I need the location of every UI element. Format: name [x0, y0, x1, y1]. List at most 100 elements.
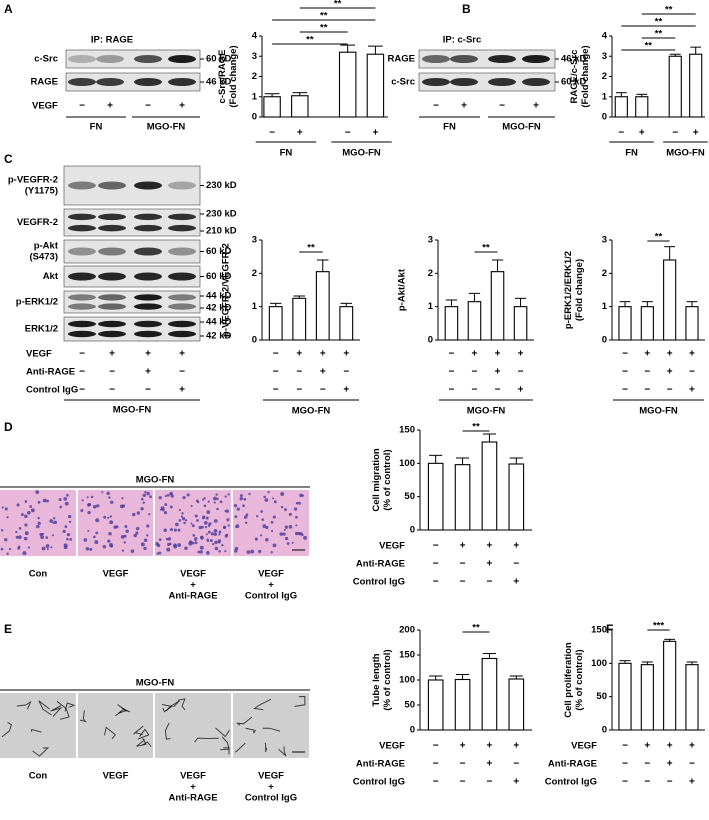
condition-sign: + — [487, 541, 493, 552]
cell-dot — [218, 533, 221, 536]
cell-dot — [246, 550, 251, 554]
y-tick-label: 1 — [602, 91, 608, 102]
cell-dot — [224, 495, 227, 498]
cell-dot — [206, 510, 211, 514]
cell-dot — [66, 533, 71, 537]
tube — [278, 746, 287, 757]
panel-letter: E — [4, 622, 12, 636]
blot-band — [98, 224, 126, 232]
blot-band — [134, 330, 162, 338]
y-axis-label: (Fold change) — [574, 259, 585, 321]
condition-sign: + — [487, 741, 493, 752]
condition-sign: + — [533, 101, 539, 112]
cell-dot — [62, 529, 66, 534]
cell-dot — [107, 516, 110, 519]
cell-dot — [143, 538, 148, 542]
panel-letter: D — [4, 420, 13, 434]
condition-sign: + — [472, 349, 478, 360]
significance-label: ** — [472, 422, 480, 433]
cell-dot — [121, 504, 126, 508]
condition-sign: − — [79, 367, 85, 378]
blot-band — [168, 247, 196, 256]
cell-dot — [282, 532, 286, 536]
cell-dot — [190, 505, 193, 508]
condition-sign: + — [513, 777, 519, 788]
cell-dot — [135, 526, 140, 531]
cell-dot — [225, 533, 229, 537]
blot-band — [68, 181, 96, 190]
condition-label: VEGF — [571, 741, 597, 752]
cell-dot — [205, 533, 208, 536]
molecular-weight: 44 kD — [206, 291, 231, 302]
y-tick-label: 0 — [252, 335, 257, 346]
bar — [685, 664, 699, 731]
tube — [30, 728, 42, 733]
y-tick-label: 150 — [399, 650, 415, 661]
blot-band — [134, 55, 162, 63]
blot-band — [134, 213, 162, 221]
cell-dot — [271, 529, 274, 533]
condition-label: VEGF — [26, 349, 52, 360]
cell-dot — [107, 539, 111, 543]
cell-dot — [303, 535, 308, 540]
cell-dot — [218, 541, 221, 544]
condition-sign: − — [433, 577, 439, 588]
blot-band — [134, 78, 162, 86]
cell-dot — [301, 494, 304, 497]
micrograph — [78, 490, 153, 556]
cell-dot — [248, 492, 251, 496]
cell-dot — [135, 531, 139, 535]
cell-dot — [167, 537, 172, 541]
blot-band — [98, 303, 126, 310]
y-tick-label: 0 — [410, 725, 415, 736]
tube — [56, 700, 70, 720]
blot-band — [168, 55, 196, 63]
condition-sign: + — [667, 349, 673, 360]
cell-dot — [235, 525, 238, 528]
condition-sign: − — [499, 101, 505, 112]
condition-sign: + — [689, 777, 695, 788]
condition-label: Control IgG — [26, 385, 78, 396]
cell-dot — [161, 508, 165, 512]
condition-sign: − — [460, 777, 466, 788]
cell-dot — [188, 541, 193, 546]
micrograph-caption: + — [190, 580, 196, 591]
cell-dot — [69, 538, 73, 541]
cell-dot — [18, 527, 22, 530]
significance-label: ** — [655, 17, 663, 28]
cell-dot — [27, 546, 31, 549]
cell-dot — [199, 550, 203, 554]
cell-dot — [214, 540, 218, 545]
cell-dot — [81, 499, 84, 502]
cell-dot — [46, 499, 49, 503]
blot-band — [134, 272, 162, 281]
cell-dot — [196, 500, 200, 504]
tube — [136, 738, 147, 747]
condition-sign: − — [618, 128, 624, 139]
cell-dot — [256, 515, 259, 518]
tube — [164, 722, 171, 740]
micrograph — [0, 693, 76, 758]
blot-band — [98, 181, 126, 190]
cell-dot — [286, 542, 290, 545]
cell-dot — [20, 513, 24, 517]
cell-dot — [284, 536, 289, 541]
cell-dot — [183, 521, 186, 525]
cell-dot — [101, 491, 104, 494]
significance-label: ** — [320, 23, 328, 34]
blot-row-label: p-ERK1/2 — [16, 297, 58, 308]
cell-dot — [41, 532, 44, 536]
condition-label: Control IgG — [353, 777, 405, 788]
cell-dot — [219, 500, 223, 504]
condition-sign: − — [495, 385, 501, 396]
bar — [685, 306, 699, 341]
cell-dot — [245, 513, 249, 517]
cell-dot — [16, 503, 20, 507]
molecular-weight: 60 kD — [206, 246, 231, 257]
significance-label: ** — [334, 0, 342, 10]
group-label: MGO-FN — [666, 148, 705, 159]
condition-sign: + — [513, 541, 519, 552]
cell-dot — [203, 521, 208, 525]
blot-band — [450, 55, 478, 63]
cell-dot — [200, 537, 203, 540]
